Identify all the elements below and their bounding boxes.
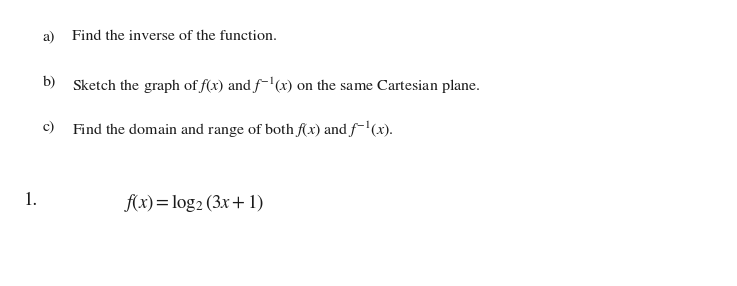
Text: a): a) [43,30,55,43]
Text: Find the domain and range of both $f(x)$ and $f^{-1}(x)$.: Find the domain and range of both $f(x)$… [72,120,394,140]
Text: 1.: 1. [24,192,38,209]
Text: Sketch the graph of $f(x)$ and $f^{-1}(x)$ on the same Cartesian plane.: Sketch the graph of $f(x)$ and $f^{-1}(x… [72,76,481,96]
Text: $f(x) = \log_2(3x + 1)$: $f(x) = \log_2(3x + 1)$ [124,192,264,214]
Text: b): b) [43,76,56,89]
Text: Find the inverse of the function.: Find the inverse of the function. [72,30,277,43]
Text: c): c) [43,120,55,134]
